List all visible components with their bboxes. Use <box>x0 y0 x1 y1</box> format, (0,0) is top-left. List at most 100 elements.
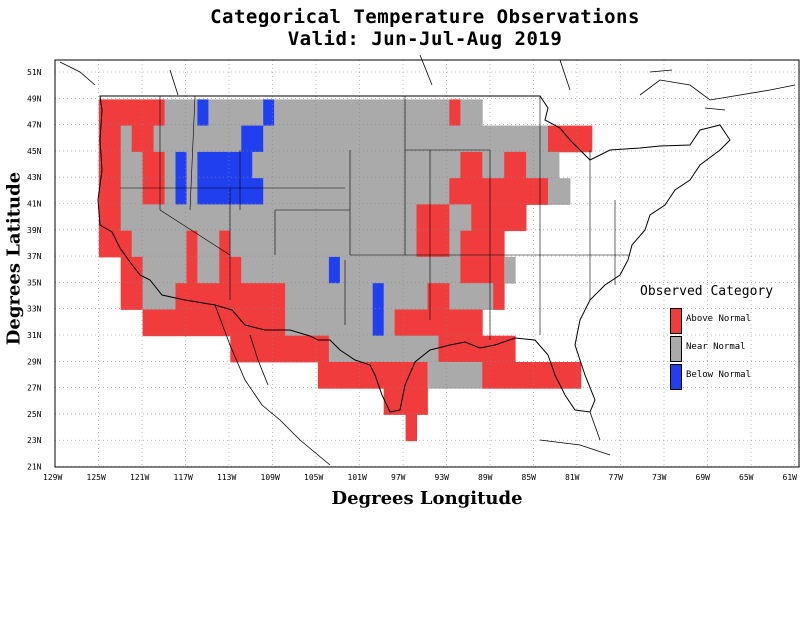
category-cell <box>383 99 396 127</box>
category-cell <box>230 151 242 179</box>
category-cell <box>460 151 472 179</box>
category-cell <box>175 178 187 205</box>
category-cell <box>175 256 187 284</box>
category-cell <box>120 283 133 310</box>
category-cell <box>142 283 154 310</box>
category-cell <box>438 230 450 258</box>
category-cell <box>504 125 516 153</box>
category-cell <box>317 151 330 179</box>
category-cell <box>482 335 494 363</box>
category-cell <box>427 125 439 153</box>
category-cell <box>416 256 428 284</box>
category-cell <box>471 178 483 205</box>
category-cell <box>559 125 571 153</box>
category-cell <box>537 362 549 389</box>
category-cell <box>416 388 428 415</box>
category-cell <box>274 204 286 232</box>
category-cell <box>285 335 297 363</box>
category-cell <box>296 99 308 127</box>
category-cell <box>230 230 242 258</box>
category-cell <box>307 204 319 232</box>
category-cell <box>427 230 439 258</box>
category-cell <box>252 256 264 284</box>
category-cell <box>394 230 406 258</box>
category-cell <box>493 256 505 284</box>
category-cell <box>263 309 275 337</box>
category-cell <box>98 178 111 205</box>
category-cell <box>142 256 154 284</box>
category-cell <box>120 204 133 232</box>
category-cell <box>219 283 231 310</box>
category-cell <box>569 362 582 389</box>
category-cell <box>482 283 494 310</box>
category-cell <box>307 256 319 284</box>
category-cell <box>317 362 330 389</box>
category-cell <box>186 283 198 310</box>
category-cell <box>449 256 461 284</box>
category-cell <box>471 230 483 258</box>
category-cell <box>449 309 461 337</box>
category-cell <box>175 151 187 179</box>
category-cell <box>372 256 385 284</box>
category-cell <box>383 204 396 232</box>
category-cell <box>307 309 319 337</box>
category-cell <box>307 178 319 205</box>
category-cell <box>285 125 297 153</box>
category-cell <box>548 362 560 389</box>
category-cell <box>504 178 516 205</box>
category-cell <box>142 204 154 232</box>
category-cell <box>186 125 198 153</box>
category-cell <box>515 151 527 179</box>
y-tick-labels: 51N 49N 47N 45N 43N 41N 39N 37N 35N 33N 31N 29N 27N 2… <box>27 68 42 472</box>
category-cell <box>394 309 406 337</box>
category-cell <box>120 256 133 284</box>
category-cell <box>317 204 330 232</box>
legend-item-above: Above Normal <box>670 308 798 334</box>
category-cell <box>361 125 374 153</box>
category-cell <box>449 230 461 258</box>
category-cell <box>131 151 144 179</box>
category-cell <box>252 125 264 153</box>
category-cell <box>405 178 417 205</box>
category-cell <box>296 256 308 284</box>
category-cell <box>515 362 527 389</box>
category-cell <box>482 151 494 179</box>
category-cell <box>219 256 231 284</box>
x-tick-label: 69W <box>696 473 711 482</box>
category-cell <box>427 256 439 284</box>
chart-title-line2: Valid: Jun-Jul-Aug 2019 <box>287 28 563 50</box>
category-cell <box>339 283 352 310</box>
category-cell <box>383 230 396 258</box>
chart-title-line1: Categorical Temperature Observations <box>210 6 640 28</box>
category-cell <box>328 204 341 232</box>
category-cell <box>208 125 220 153</box>
category-cell <box>175 99 187 127</box>
y-tick-label: 33N <box>27 305 42 314</box>
grid-layer <box>54 60 800 467</box>
category-cell <box>449 178 461 205</box>
category-cell <box>394 125 406 153</box>
category-cell <box>164 309 176 337</box>
category-cell <box>317 256 330 284</box>
category-cell <box>493 178 505 205</box>
category-cell <box>153 309 165 337</box>
category-cell <box>504 204 516 232</box>
category-cell <box>383 388 396 415</box>
category-cell <box>405 230 417 258</box>
category-cell <box>285 309 297 337</box>
category-cell <box>361 362 374 389</box>
category-cell <box>460 256 472 284</box>
x-tick-label: 97W <box>391 473 406 482</box>
category-cell <box>405 125 417 153</box>
category-cell <box>438 125 450 153</box>
category-cell <box>164 256 176 284</box>
category-cell <box>526 125 538 153</box>
category-cell <box>317 309 330 337</box>
y-tick-label: 41N <box>27 200 42 209</box>
category-cell <box>241 309 253 337</box>
category-cell <box>120 178 133 205</box>
y-tick-label: 25N <box>27 410 42 419</box>
category-cell <box>197 283 209 310</box>
category-cell <box>98 204 111 232</box>
category-cell <box>197 99 209 127</box>
